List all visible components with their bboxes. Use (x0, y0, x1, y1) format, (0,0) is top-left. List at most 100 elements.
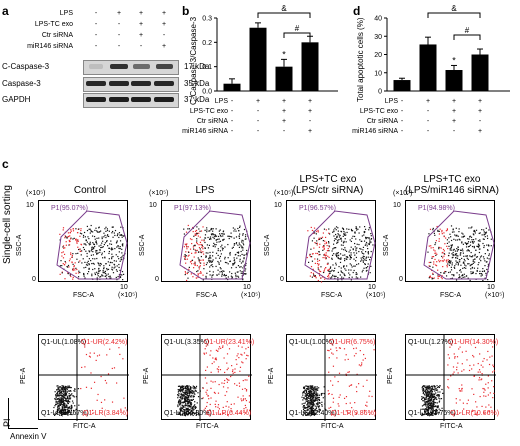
event-dot (465, 350, 467, 352)
event-dot (341, 276, 343, 278)
event-dot (344, 247, 346, 249)
event-dot (459, 269, 461, 272)
event-dot (309, 392, 311, 394)
event-dot (245, 268, 247, 270)
event-dot (187, 397, 189, 399)
event-dot (429, 388, 431, 390)
event-dot (67, 407, 69, 410)
event-dot (306, 413, 308, 416)
event-dot (211, 261, 214, 263)
panel-b-bracket-hash (283, 32, 311, 38)
event-dot (191, 412, 193, 414)
event-dot (430, 398, 433, 401)
event-dot (343, 233, 345, 235)
event-dot (320, 237, 322, 239)
y-exponent-label: (×10⁵) (274, 190, 294, 197)
event-dot (66, 388, 68, 390)
event-dot (106, 228, 109, 230)
event-dot (441, 231, 443, 233)
event-dot (315, 242, 317, 245)
event-dot (318, 263, 320, 265)
event-dot (434, 413, 437, 416)
event-dot (104, 256, 106, 258)
event-dot (473, 229, 475, 232)
event-dot (357, 263, 360, 265)
event-dot (486, 237, 489, 240)
event-dot (425, 403, 427, 405)
event-dot (461, 384, 463, 386)
event-dot (462, 262, 464, 264)
event-dot (212, 236, 214, 238)
event-dot (454, 254, 456, 256)
event-dot (98, 270, 100, 272)
blot-band (131, 81, 151, 86)
event-dot (202, 251, 204, 253)
event-dot (454, 234, 456, 236)
event-dot (428, 402, 430, 404)
event-dot (305, 394, 307, 396)
event-dot (59, 414, 61, 416)
event-dot (429, 399, 431, 401)
event-dot (459, 252, 462, 254)
event-dot (90, 260, 92, 262)
event-dot (185, 404, 187, 407)
event-dot (241, 246, 243, 248)
event-dot (464, 260, 466, 262)
event-dot (219, 413, 221, 415)
event-dot (462, 250, 464, 252)
event-dot (336, 242, 338, 244)
event-dot (97, 252, 99, 254)
event-dot (121, 248, 123, 250)
event-dot (321, 401, 323, 403)
y-exponent-label: (×10⁵) (26, 190, 46, 197)
event-dot (331, 352, 333, 354)
event-dot (425, 410, 427, 412)
event-dot (122, 245, 124, 247)
event-dot (214, 358, 216, 360)
event-dot (328, 350, 330, 352)
panel-b-condition-sign: - (231, 118, 234, 125)
event-dot (341, 248, 343, 250)
event-dot (240, 266, 242, 268)
event-dot (431, 396, 433, 398)
event-dot (55, 400, 57, 403)
event-dot (94, 258, 96, 260)
event-dot (214, 392, 216, 394)
event-dot (368, 229, 370, 231)
event-dot (463, 408, 465, 410)
event-dot (84, 277, 86, 279)
event-dot (209, 259, 211, 262)
event-dot (91, 275, 93, 277)
event-dot (308, 261, 310, 263)
event-dot (350, 264, 353, 266)
event-dot (333, 229, 335, 231)
event-dot (327, 275, 329, 278)
event-dot (212, 381, 214, 383)
event-dot (63, 391, 65, 393)
event-dot (63, 253, 66, 255)
event-dot (324, 253, 326, 255)
event-dot (188, 396, 190, 398)
event-dot (212, 233, 214, 235)
event-dot (311, 403, 313, 405)
event-dot (187, 404, 190, 406)
event-dot (241, 400, 243, 402)
event-dot (231, 365, 233, 367)
event-dot (333, 230, 335, 233)
event-dot (423, 403, 425, 405)
event-dot (244, 387, 246, 390)
event-dot (58, 401, 60, 403)
event-dot (189, 396, 192, 398)
event-dot (320, 270, 322, 273)
event-dot (468, 238, 470, 240)
event-dot (218, 241, 220, 243)
flow-group-title: (LPS/miR146 siRNA) (405, 185, 499, 196)
event-dot (112, 255, 114, 258)
panel-b-bar (301, 42, 319, 91)
event-dot (181, 401, 183, 403)
event-dot (308, 393, 311, 395)
event-dot (77, 276, 80, 278)
event-dot (434, 243, 436, 246)
event-dot (183, 255, 185, 257)
event-dot (69, 397, 72, 399)
